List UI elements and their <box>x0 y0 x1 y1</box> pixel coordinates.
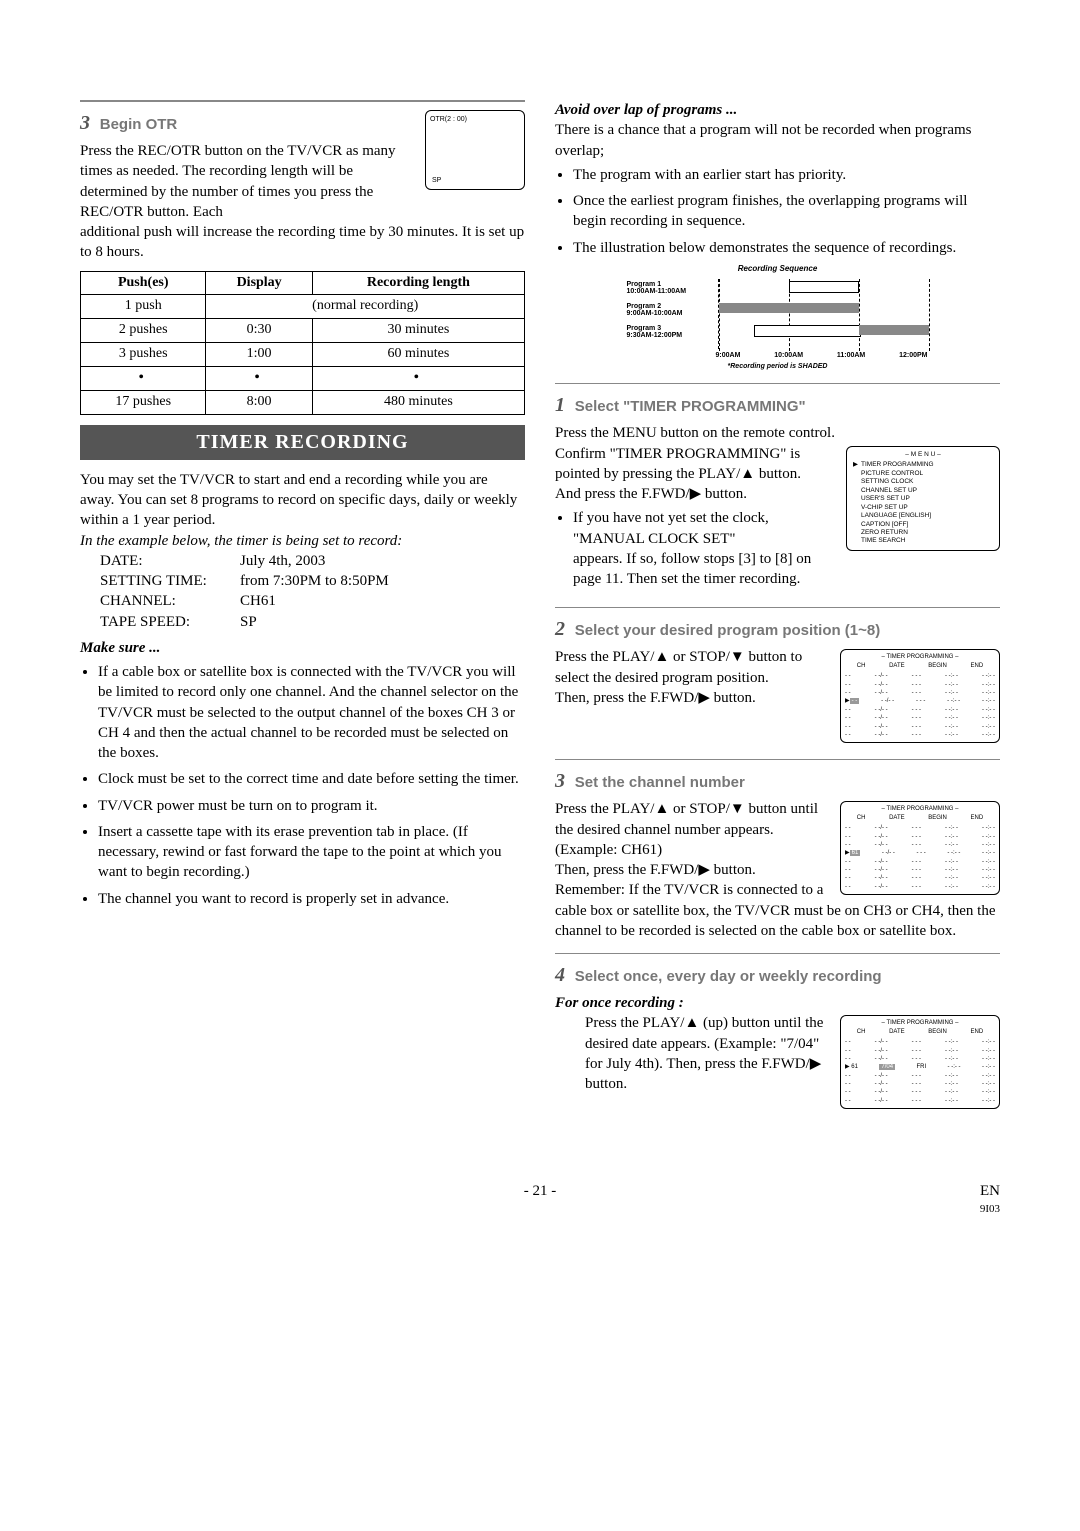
list-item: The program with an earlier start has pr… <box>573 165 1000 185</box>
otr-display-box: OTR(2 : 00) SP <box>425 110 525 190</box>
divider <box>555 759 1000 760</box>
avoid-title: Avoid over lap of programs ... <box>555 100 1000 120</box>
avoid-list: The program with an earlier start has pr… <box>555 165 1000 258</box>
cell: 30 minutes <box>312 319 524 343</box>
kv-val: SP <box>240 612 257 632</box>
step-2-heading: 2 Select your desired program position (… <box>555 616 1000 643</box>
list-item: Insert a cassette tape with its erase pr… <box>98 822 525 883</box>
kv-key: DATE: <box>100 551 240 571</box>
cell: 2 pushes <box>81 319 206 343</box>
list-item: The illustration below demonstrates the … <box>573 238 1000 258</box>
cell: 8:00 <box>206 390 312 414</box>
step-number: 3 <box>80 112 90 134</box>
menu-display-box: – M E N U – ▶TIMER PROGRAMMINGPICTURE CO… <box>846 446 1000 551</box>
timer-intro: You may set the TV/VCR to start and end … <box>80 470 525 531</box>
th-pushes: Push(es) <box>81 271 206 295</box>
seq-time: 9:00AM <box>716 351 741 360</box>
divider <box>555 383 1000 384</box>
footer-code: 9I03 <box>980 1203 1000 1215</box>
page-number: - 21 - <box>524 1183 557 1199</box>
seq-time: 12:00PM <box>899 351 927 360</box>
make-sure-title: Make sure ... <box>80 638 525 658</box>
step-1-heading: 1 Select "TIMER PROGRAMMING" <box>555 392 1000 419</box>
menu-title: – M E N U – <box>853 451 993 460</box>
example-values: DATE:July 4th, 2003 SETTING TIME:from 7:… <box>100 551 525 632</box>
seq-time: 11:00AM <box>837 351 865 360</box>
cell-dots: • <box>81 367 206 391</box>
list-item: TV/VCR power must be turn on to program … <box>98 796 525 816</box>
kv-val: from 7:30PM to 8:50PM <box>240 571 389 591</box>
make-sure-list: If a cable box or satellite box is conne… <box>80 662 525 909</box>
divider <box>80 100 525 102</box>
step-number: 3 <box>555 770 565 792</box>
page-footer: - 21 - EN 9I03 <box>0 1173 1080 1240</box>
seq-p3t: 9:30AM-12:00PM <box>627 332 683 339</box>
cell: 3 pushes <box>81 343 206 367</box>
step-3-body-2: additional push will increase the record… <box>80 222 525 263</box>
step-4-heading: 4 Select once, every day or weekly recor… <box>555 962 1000 989</box>
divider <box>555 953 1000 954</box>
seq-time: 10:00AM <box>774 351 803 360</box>
kv-key: TAPE SPEED: <box>100 612 240 632</box>
step-3b-heading: 3 Set the channel number <box>555 768 1000 795</box>
kv-val: CH61 <box>240 591 276 611</box>
cell: 1:00 <box>206 343 312 367</box>
seq-note: *Recording period is SHADED <box>628 362 928 371</box>
section-title-bar: TIMER RECORDING <box>80 425 525 460</box>
step-title: Select "TIMER PROGRAMMING" <box>575 398 806 415</box>
list-item: Clock must be set to the correct time an… <box>98 769 525 789</box>
step-title: Set the channel number <box>575 774 745 791</box>
list-item: The channel you want to record is proper… <box>98 889 525 909</box>
step-number: 1 <box>555 394 565 416</box>
pushes-table: Push(es) Display Recording length 1 push… <box>80 271 525 415</box>
cell-dots: • <box>206 367 312 391</box>
seq-p3: Program 3 <box>627 325 662 332</box>
footer-en: EN <box>980 1183 1000 1199</box>
s1-body1: Press the MENU button on the remote cont… <box>555 423 1000 443</box>
seq-p2: Program 2 <box>627 303 662 310</box>
seq-title: Recording Sequence <box>628 264 928 275</box>
cell: 1 push <box>81 295 206 319</box>
timer-prog-box: – TIMER PROGRAMMING – CHDATEBEGINEND - -… <box>840 649 1000 743</box>
seq-p1: Program 1 <box>627 281 662 288</box>
seq-p2t: 9:00AM-10:00AM <box>627 310 683 317</box>
kv-val: July 4th, 2003 <box>240 551 325 571</box>
kv-key: CHANNEL: <box>100 591 240 611</box>
otr-top-text: OTR(2 : 00) <box>430 115 520 124</box>
step-title: Select once, every day or weekly recordi… <box>575 968 882 985</box>
cell: 480 minutes <box>312 390 524 414</box>
cell: 17 pushes <box>81 390 206 414</box>
recording-sequence-diagram: Recording Sequence Program 110:00AM-11:0… <box>628 264 928 372</box>
list-item: Once the earliest program finishes, the … <box>573 191 1000 232</box>
cell: (normal recording) <box>206 295 525 319</box>
timer-prog-box: – TIMER PROGRAMMING – CHDATEBEGINEND - -… <box>840 1015 1000 1109</box>
th-length: Recording length <box>312 271 524 295</box>
th-display: Display <box>206 271 312 295</box>
divider <box>555 607 1000 608</box>
example-intro: In the example below, the timer is being… <box>80 531 525 551</box>
step-title: Begin OTR <box>100 116 178 133</box>
right-column: Avoid over lap of programs ... There is … <box>555 100 1000 1113</box>
timer-prog-box: – TIMER PROGRAMMING – CHDATEBEGINEND - -… <box>840 801 1000 895</box>
s4-sub: For once recording : <box>555 993 1000 1013</box>
step-title: Select your desired program position (1~… <box>575 622 881 639</box>
kv-key: SETTING TIME: <box>100 571 240 591</box>
otr-sp-text: SP <box>432 176 441 185</box>
step-number: 4 <box>555 964 565 986</box>
avoid-body: There is a chance that a program will no… <box>555 120 1000 161</box>
seq-p1t: 10:00AM-11:00AM <box>627 288 687 295</box>
step-number: 2 <box>555 618 565 640</box>
cell: 60 minutes <box>312 343 524 367</box>
cell: 0:30 <box>206 319 312 343</box>
left-column: OTR(2 : 00) SP 3 Begin OTR Press the REC… <box>80 100 525 1113</box>
list-item: If a cable box or satellite box is conne… <box>98 662 525 763</box>
cell-dots: • <box>312 367 524 391</box>
